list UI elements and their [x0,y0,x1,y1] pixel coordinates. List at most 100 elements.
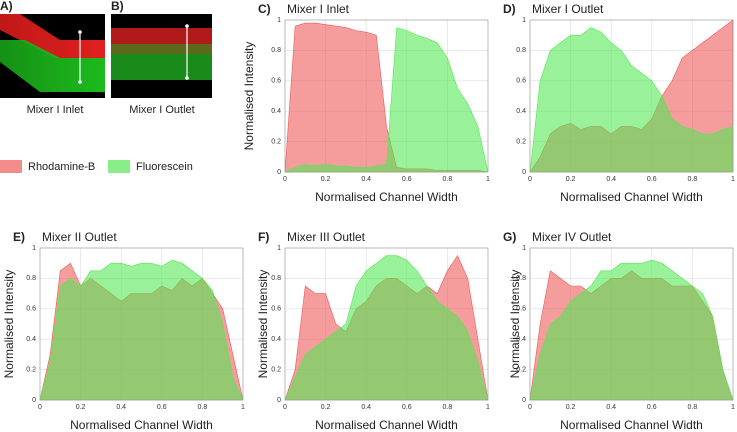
plot-frame [529,247,734,401]
x-tick-label: 0.4 [606,176,616,183]
y-tick-label: 0 [522,169,526,176]
y-tick-label: 0.4 [271,336,281,343]
x-tick-label: 0.2 [76,404,86,411]
x-tick-label: 0.2 [321,176,331,183]
panel-label: G) [503,230,516,244]
image-caption: Mixer I Outlet [129,104,194,116]
chart-title: Mixer I Inlet [287,2,350,16]
x-tick-label: 0.8 [688,404,698,411]
x-tick-label: 1 [731,176,735,183]
chart-title: Mixer III Outlet [287,230,366,244]
y-tick-label: 1 [277,245,281,252]
y-tick-label: 0.8 [271,47,281,54]
y-tick-label: 0 [277,397,281,404]
y-axis-label: Normalised Intensity [242,42,256,151]
y-tick-label: 0.6 [516,78,526,85]
y-tick-label: 0 [277,169,281,176]
legend-label: Rhodamine-B [28,161,95,173]
area [284,27,489,173]
x-tick-label: 0 [528,176,532,183]
chart-title: Mixer IV Outlet [532,230,612,244]
micrograph [111,14,212,98]
legend-swatch [0,160,22,173]
x-tick-label: 0.4 [361,404,371,411]
y-tick-label: 0.6 [271,78,281,85]
y-tick-label: 0.4 [516,336,526,343]
x-tick-label: 0 [283,176,287,183]
y-tick-label: 0.6 [271,306,281,313]
y-tick-label: 1 [277,17,281,24]
x-tick-label: 0.2 [566,176,576,183]
image-caption: Mixer I Inlet [27,104,84,116]
x-tick-label: 0.4 [116,404,126,411]
y-tick-label: 1 [32,245,36,252]
x-axis-label: Normalised Channel Width [560,418,703,432]
x-tick-label: 1 [241,404,245,411]
x-tick-label: 0.2 [566,404,576,411]
x-axis-label: Normalised Channel Width [70,418,213,432]
area [284,255,489,401]
y-tick-label: 0.2 [271,366,281,373]
plot-frame [284,19,489,173]
area [39,259,244,401]
x-tick-label: 0.2 [321,404,331,411]
chart-title: Mixer II Outlet [42,230,117,244]
panel-label: B) [111,0,124,13]
y-tick-label: 0.4 [26,336,36,343]
plot-frame [284,247,489,401]
y-axis-label: Normalised Intensity [508,270,522,379]
x-tick-label: 1 [731,404,735,411]
y-tick-label: 0 [522,397,526,404]
y-tick-label: 0 [32,397,36,404]
panel-label: C) [258,2,271,16]
y-tick-label: 0.2 [516,138,526,145]
chart-title: Mixer I Outlet [532,2,604,16]
legend-label: Fluorescein [136,161,193,173]
x-tick-label: 0.4 [606,404,616,411]
panel-label: D) [503,2,516,16]
y-axis-label: Normalised Intensity [2,270,16,379]
y-axis-label: Normalised Intensity [256,270,270,379]
x-tick-label: 1 [486,404,490,411]
panel-label: E) [13,230,25,244]
x-axis-label: Normalised Channel Width [315,418,458,432]
x-tick-label: 0.4 [361,176,371,183]
plot-frame [529,19,734,173]
area [529,27,734,173]
y-tick-label: 0.8 [26,275,36,282]
x-tick-label: 0.6 [402,176,412,183]
x-tick-label: 0 [38,404,42,411]
micrograph [0,14,105,98]
area [529,259,734,401]
y-tick-label: 0.8 [516,47,526,54]
panel-label: F) [258,230,269,244]
y-tick-label: 0.4 [271,108,281,115]
x-axis-label: Normalised Channel Width [560,190,703,204]
x-tick-label: 0.8 [443,404,453,411]
y-tick-label: 0.4 [516,108,526,115]
x-tick-label: 0.6 [402,404,412,411]
x-tick-label: 0 [528,404,532,411]
x-axis-label: Normalised Channel Width [315,190,458,204]
x-tick-label: 0.8 [198,404,208,411]
y-tick-label: 0.6 [516,306,526,313]
x-tick-label: 0.8 [443,176,453,183]
panel-label: A) [0,0,13,13]
x-tick-label: 0.8 [688,176,698,183]
x-tick-label: 0 [283,404,287,411]
x-tick-label: 0.6 [157,404,167,411]
plot-frame [39,247,244,401]
x-tick-label: 1 [486,176,490,183]
y-tick-label: 0.8 [271,275,281,282]
y-tick-label: 0.6 [26,306,36,313]
y-tick-label: 0.8 [516,275,526,282]
y-tick-label: 1 [522,17,526,24]
x-tick-label: 0.6 [647,176,657,183]
y-tick-label: 0.2 [516,366,526,373]
y-tick-label: 1 [522,245,526,252]
y-tick-label: 0.2 [26,366,36,373]
y-tick-label: 0.2 [271,138,281,145]
legend-swatch [108,160,130,173]
x-tick-label: 0.6 [647,404,657,411]
